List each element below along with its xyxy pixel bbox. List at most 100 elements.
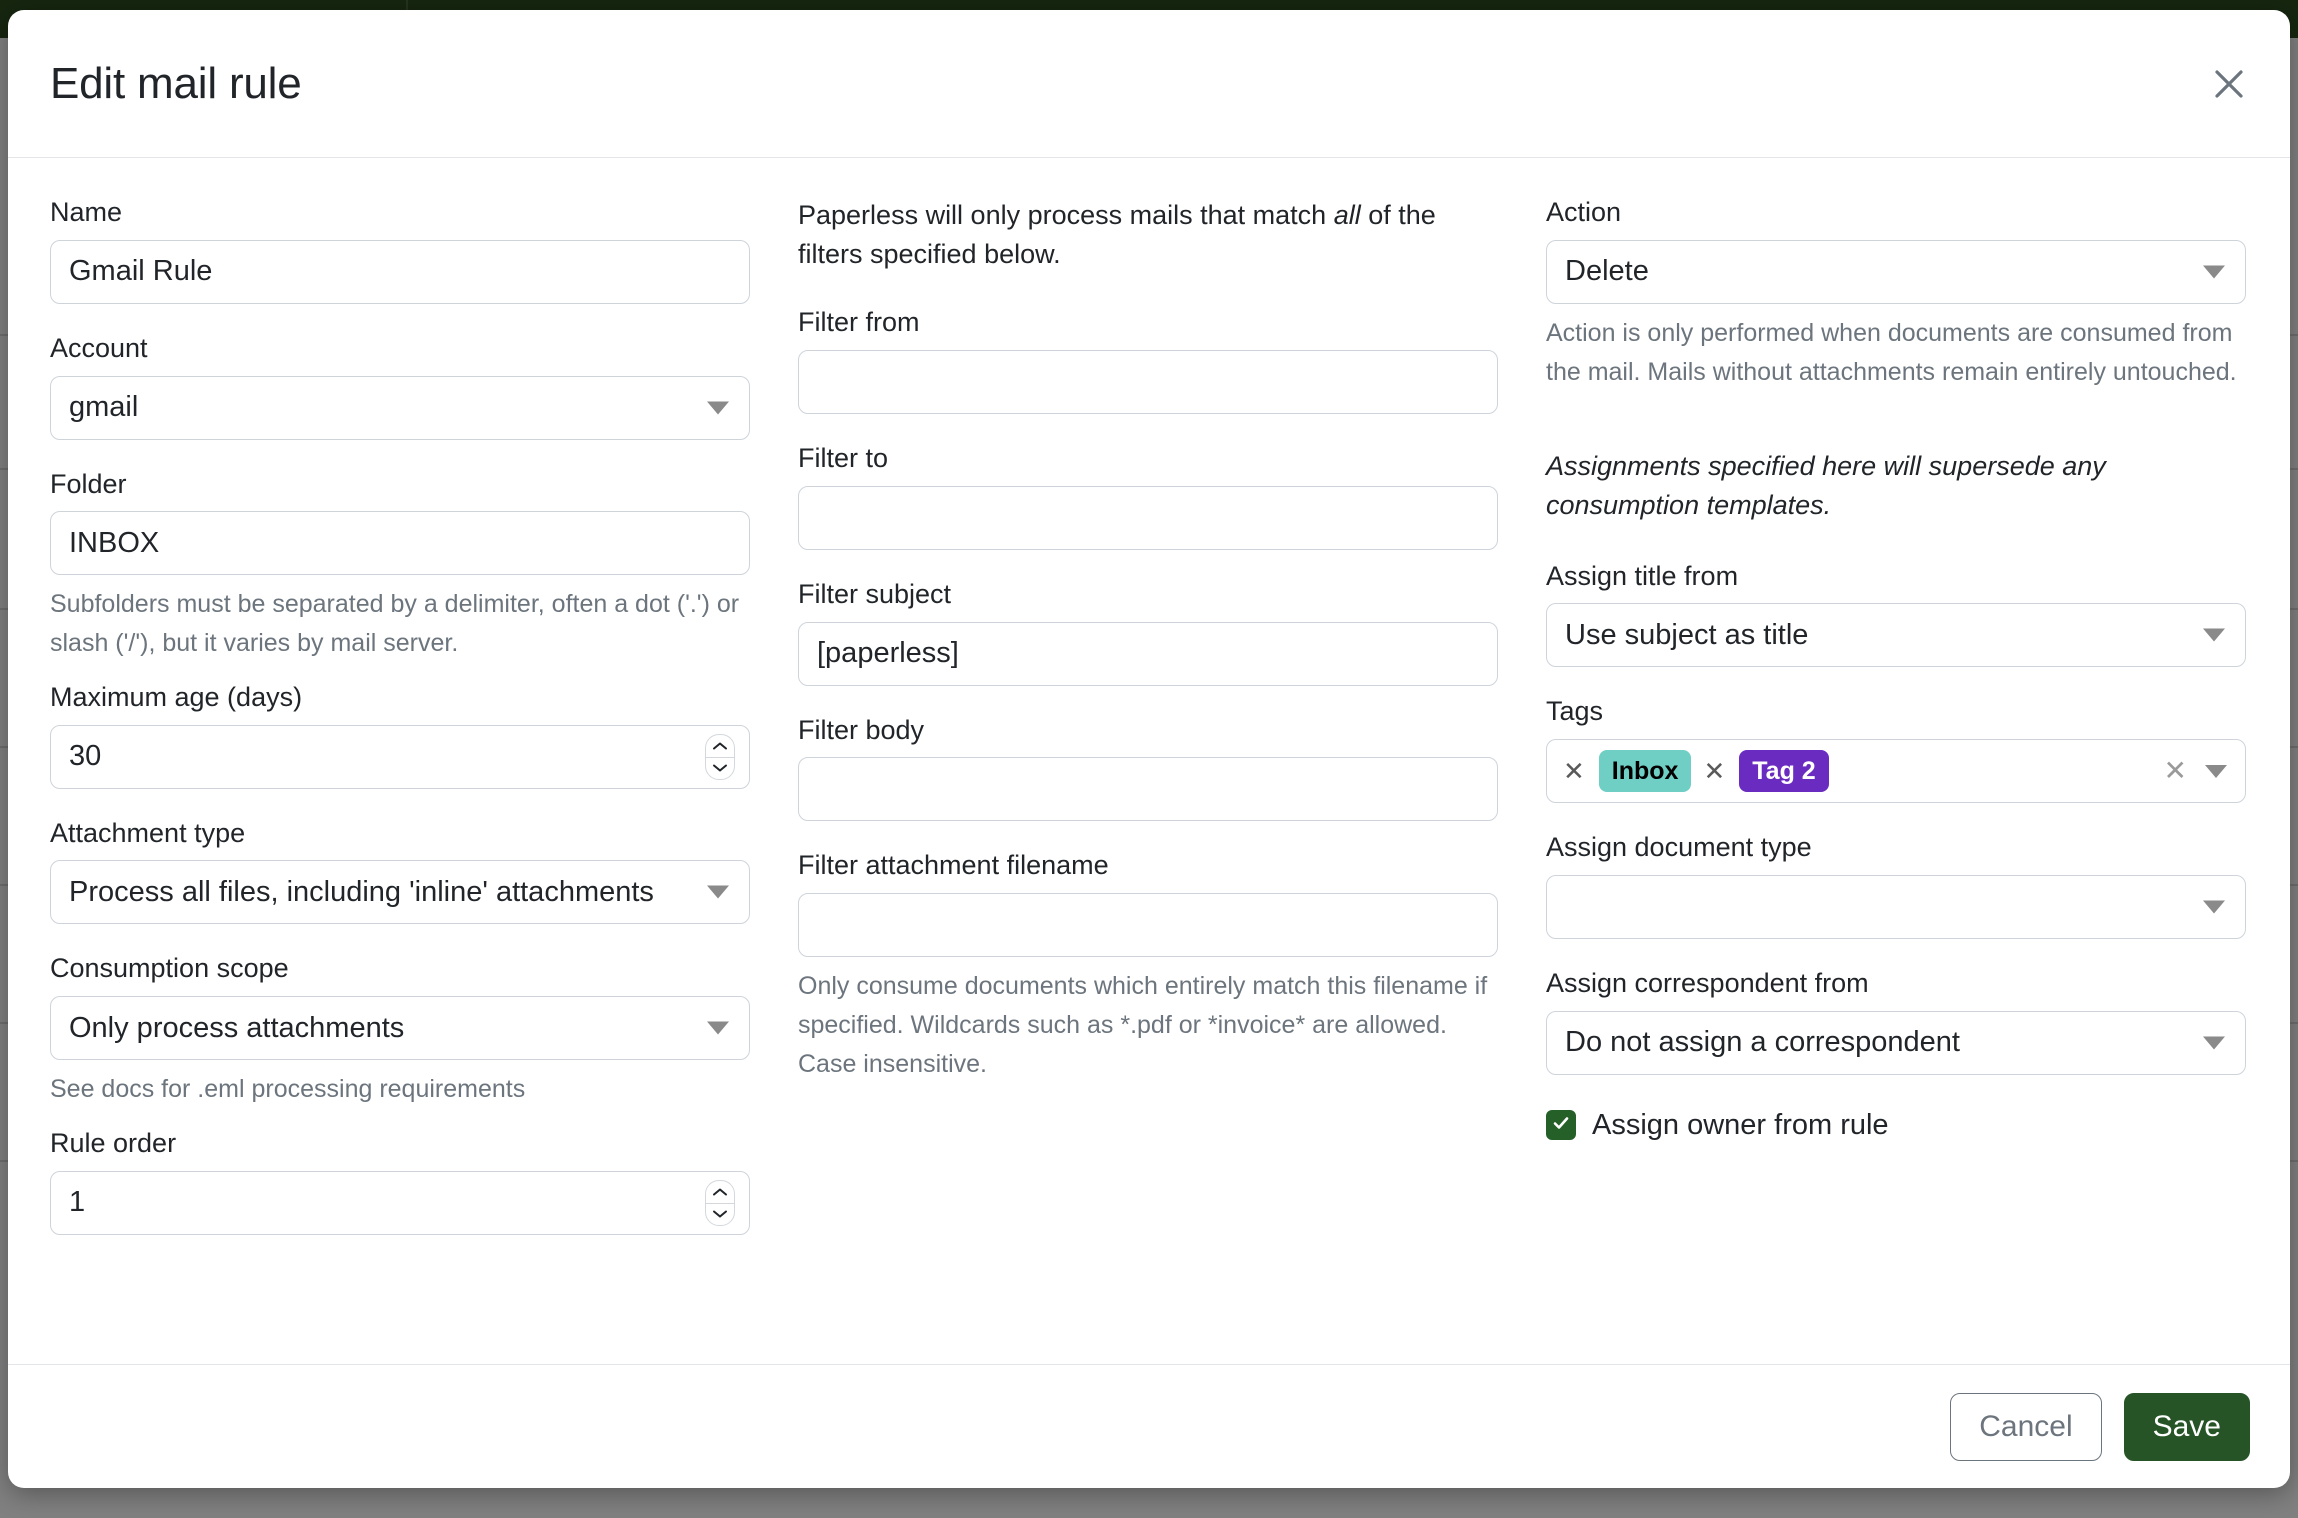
number-spinner[interactable] <box>705 733 735 780</box>
spinner-down-icon[interactable] <box>706 756 734 779</box>
field-action: Action Delete Action is only performed w… <box>1546 196 2246 391</box>
tags-actions: ✕ <box>2164 757 2227 785</box>
chevron-down-icon <box>707 1021 729 1035</box>
field-tags: Tags ✕ Inbox ✕ Tag 2 ✕ <box>1546 695 2246 804</box>
field-filter-body: Filter body <box>798 714 1498 822</box>
field-filter-subject: Filter subject [paperless] <box>798 578 1498 686</box>
filter-body-input[interactable] <box>798 757 1498 822</box>
folder-input[interactable]: INBOX <box>50 511 750 576</box>
rule-order-value: 1 <box>69 1186 86 1218</box>
left-column: Name Gmail Rule Account gmail Folder INB… <box>50 196 750 1263</box>
tags-label: Tags <box>1546 696 1604 727</box>
attachment-type-label: Attachment type <box>50 817 246 848</box>
chevron-down-icon <box>2203 900 2225 914</box>
assign-correspondent-from-label: Assign correspondent from <box>1546 967 1869 998</box>
field-name: Name Gmail Rule <box>50 196 750 304</box>
action-select[interactable]: Delete <box>1546 239 2246 304</box>
field-assign-document-type: Assign document type <box>1546 831 2246 939</box>
filter-attachment-filename-helper-text: Only consume documents which entirely ma… <box>798 972 1488 1078</box>
filter-to-input[interactable] <box>798 485 1498 550</box>
field-filter-attachment-filename: Filter attachment filename Only consume … <box>798 849 1498 1083</box>
action-label: Action <box>1546 197 1622 227</box>
edit-mail-rule-dialog: Edit mail rule Name Gmail Rule Account g… <box>8 10 2290 1488</box>
tag-item: ✕ Tag 2 <box>1699 750 1829 793</box>
save-button[interactable]: Save <box>2123 1392 2250 1461</box>
page-title: Edit mail rule <box>50 58 302 108</box>
remove-tag-icon[interactable]: ✕ <box>1703 756 1726 787</box>
spinner-up-icon[interactable] <box>706 735 734 757</box>
number-spinner[interactable] <box>705 1179 735 1226</box>
spinner-up-icon[interactable] <box>706 1181 734 1203</box>
tags-multiselect[interactable]: ✕ Inbox ✕ Tag 2 ✕ <box>1546 739 2246 804</box>
maximum-age-label: Maximum age (days) <box>50 681 303 712</box>
folder-label: Folder <box>50 468 127 499</box>
field-filter-to: Filter to <box>798 442 1498 550</box>
filter-attachment-filename-input[interactable] <box>798 893 1498 958</box>
assign-document-type-label: Assign document type <box>1546 832 1812 863</box>
attachment-type-select[interactable]: Process all files, including 'inline' at… <box>50 860 750 925</box>
account-value: gmail <box>69 391 139 423</box>
filter-subject-label: Filter subject <box>798 578 952 609</box>
cancel-button[interactable]: Cancel <box>1950 1392 2102 1461</box>
close-dialog-button[interactable] <box>2198 53 2260 115</box>
field-maximum-age: Maximum age (days) 30 <box>50 681 750 789</box>
dialog-footer: Cancel Save <box>8 1364 2290 1488</box>
field-attachment-type: Attachment type Process all files, inclu… <box>50 817 750 925</box>
middle-column: Paperless will only process mails that m… <box>798 196 1498 1101</box>
rule-order-stepper[interactable]: 1 <box>50 1170 750 1235</box>
filter-from-label: Filter from <box>798 307 920 338</box>
filters-intro-after: of the filters specified below. <box>798 200 1436 270</box>
consumption-scope-value: Only process attachments <box>69 1011 405 1044</box>
account-label: Account <box>50 332 148 363</box>
chevron-down-icon <box>2203 628 2225 642</box>
consumption-scope-select[interactable]: Only process attachments <box>50 996 750 1060</box>
chevron-down-icon <box>2203 1036 2225 1050</box>
tag-chip[interactable]: Inbox <box>1598 750 1692 793</box>
filters-intro-emphasis: all <box>1333 200 1361 230</box>
filter-from-input[interactable] <box>798 350 1498 415</box>
assign-title-from-select[interactable]: Use subject as title <box>1546 603 2246 668</box>
right-column: Action Delete Action is only performed w… <box>1546 196 2246 1142</box>
name-label: Name <box>50 197 123 227</box>
close-icon <box>2209 64 2249 104</box>
filters-intro-before: Paperless will only process mails that m… <box>798 200 1334 230</box>
maximum-age-value: 30 <box>69 740 102 772</box>
consumption-scope-label: Consumption scope <box>50 953 289 984</box>
tag-chip[interactable]: Tag 2 <box>1739 750 1829 793</box>
consumption-scope-helper-text: See docs for .eml processing requirement… <box>50 1075 526 1103</box>
dialog-body: Name Gmail Rule Account gmail Folder INB… <box>8 158 2290 1364</box>
assign-correspondent-from-value: Do not assign a correspondent <box>1565 1026 1960 1059</box>
folder-value: INBOX <box>69 526 160 559</box>
chevron-down-icon <box>707 885 729 899</box>
spinner-down-icon[interactable] <box>706 1202 734 1225</box>
attachment-type-value: Process all files, including 'inline' at… <box>69 875 654 908</box>
filter-subject-input[interactable]: [paperless] <box>798 621 1498 686</box>
account-select[interactable]: gmail <box>50 375 750 440</box>
assign-correspondent-from-select[interactable]: Do not assign a correspondent <box>1546 1010 2246 1075</box>
field-consumption-scope: Consumption scope Only process attachmen… <box>50 952 750 1109</box>
chevron-down-icon <box>707 401 729 414</box>
assign-title-from-label: Assign title from <box>1546 560 1739 591</box>
assign-owner-from-rule-row[interactable]: Assign owner from rule <box>1546 1109 2246 1142</box>
folder-helper-text: Subfolders must be separated by a delimi… <box>50 590 740 657</box>
assign-owner-from-rule-label: Assign owner from rule <box>1592 1108 1889 1141</box>
name-input[interactable]: Gmail Rule <box>50 239 750 304</box>
field-account: Account gmail <box>50 332 750 440</box>
field-folder: Folder INBOX Subfolders must be separate… <box>50 468 750 663</box>
assign-title-from-value: Use subject as title <box>1565 618 1809 651</box>
clear-all-icon[interactable]: ✕ <box>2163 755 2187 787</box>
chevron-down-icon[interactable] <box>2205 764 2227 778</box>
tag-item: ✕ Inbox <box>1559 750 1692 793</box>
action-value: Delete <box>1565 255 1649 288</box>
chevron-down-icon <box>2203 265 2225 279</box>
action-helper-text: Action is only performed when documents … <box>1546 318 2237 386</box>
filter-attachment-filename-label: Filter attachment filename <box>798 850 1109 881</box>
assign-owner-from-rule-checkbox[interactable] <box>1546 1110 1576 1141</box>
assign-document-type-select[interactable] <box>1546 874 2246 939</box>
filter-subject-value: [paperless] <box>817 637 959 670</box>
remove-tag-icon[interactable]: ✕ <box>1563 756 1585 787</box>
filter-body-label: Filter body <box>798 714 925 745</box>
dialog-header: Edit mail rule <box>8 10 2290 158</box>
maximum-age-stepper[interactable]: 30 <box>50 724 750 789</box>
field-filter-from: Filter from <box>798 306 1498 415</box>
